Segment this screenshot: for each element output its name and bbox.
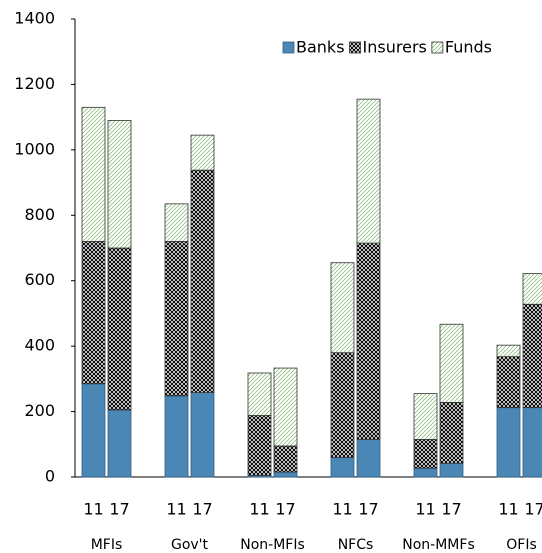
legend-swatch (431, 41, 444, 54)
y-tick-label: 1200 (14, 74, 55, 93)
x-tick-label: 17 (275, 500, 295, 519)
bar-segment (413, 393, 438, 440)
bar-segment (522, 303, 542, 409)
x-tick-label: 17 (358, 500, 378, 519)
bar-segment (107, 120, 132, 249)
legend: Banks Insurers Funds (282, 38, 492, 57)
bar-segment (496, 407, 521, 478)
group-label: Gov't (171, 537, 209, 553)
bar-segment (413, 438, 438, 469)
group-label: NFCs (338, 537, 374, 553)
x-tick-label: 17 (441, 500, 461, 519)
bar-segment (81, 106, 106, 242)
bar-segment (190, 169, 215, 393)
group-label: Non-MFIs (240, 537, 305, 553)
bar-segment (356, 438, 381, 478)
bar-segment (330, 456, 355, 478)
bar-segment (330, 352, 355, 458)
bar-segment (81, 241, 106, 385)
bar-segment (164, 203, 189, 242)
bar-segment (164, 395, 189, 478)
bar-segment (247, 372, 272, 416)
y-tick-label: 800 (24, 205, 55, 224)
bar-segment (190, 392, 215, 478)
legend-swatch (282, 41, 295, 54)
x-tick-label: 17 (524, 500, 542, 519)
bar-segment (273, 471, 298, 478)
y-tick-label: 200 (24, 401, 55, 420)
y-tick-label: 1000 (14, 139, 55, 158)
bar-segment (439, 402, 464, 464)
group-label: OFIs (506, 537, 537, 553)
legend-label: Funds (445, 38, 492, 57)
x-tick-label: 17 (109, 500, 129, 519)
bar-segment (356, 242, 381, 440)
x-tick-label: 11 (498, 500, 518, 519)
bar-segment (356, 98, 381, 244)
bar-segment (273, 367, 298, 447)
y-tick-label: 600 (24, 270, 55, 289)
y-tick-label: 1400 (14, 9, 55, 28)
bar-segment (107, 247, 132, 411)
y-tick-label: 400 (24, 336, 55, 355)
bar-segment (247, 415, 272, 476)
bar-segment (522, 273, 542, 305)
x-tick-label: 17 (192, 500, 212, 519)
bar-segment (190, 134, 215, 171)
bar-segment (496, 356, 521, 409)
bar-segment (81, 383, 106, 478)
x-tick-label: 11 (332, 500, 352, 519)
x-tick-label: 11 (83, 500, 103, 519)
bar-segment (330, 262, 355, 354)
y-tick-label: 0 (45, 467, 55, 486)
x-tick-label: 11 (415, 500, 435, 519)
group-label: Non-MMFs (402, 537, 474, 553)
bar-segment (439, 323, 464, 403)
bar-segment (273, 445, 298, 473)
legend-label: Banks (296, 38, 345, 57)
legend-swatch (349, 41, 361, 54)
bar-segment (439, 462, 464, 478)
bar-segment (164, 241, 189, 397)
bar-segment (107, 409, 132, 478)
bar-segment (522, 407, 542, 478)
x-tick-label: 11 (249, 500, 269, 519)
group-label: MFIs (91, 537, 123, 553)
legend-label: Insurers (363, 38, 427, 57)
bar-segment (413, 467, 438, 478)
bar-segment (496, 344, 521, 358)
x-tick-label: 11 (166, 500, 186, 519)
